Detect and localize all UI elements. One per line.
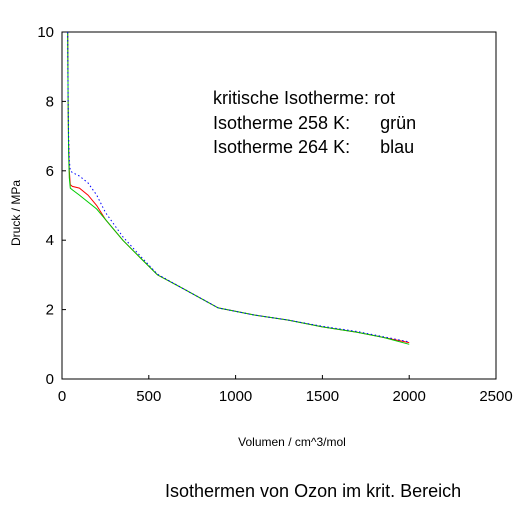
x-tick-label: 1000 <box>219 388 252 405</box>
y-tick-label: 6 <box>46 163 54 180</box>
series-line-264k-blue <box>67 31 410 343</box>
x-tick-label: 0 <box>58 388 66 405</box>
y-tick-label: 0 <box>46 371 54 388</box>
series-layer <box>67 31 410 345</box>
legend-line-264k: Isotherme 264 K: blau <box>213 137 415 157</box>
y-tick-label: 10 <box>37 24 54 41</box>
legend-line-critical: kritische Isotherme: rot <box>213 88 396 108</box>
x-tick-label: 500 <box>136 388 161 405</box>
x-tick-label: 1500 <box>306 388 339 405</box>
tick-layer: 0 500 1000 1500 2000 2500 0 2 4 6 8 10 <box>37 24 512 405</box>
figure-title: Isothermen von Ozon im krit. Bereich <box>165 481 462 501</box>
y-axis-title: Druck / MPa <box>9 180 23 246</box>
legend-line-258k: Isotherme 258 K: grün <box>213 112 417 133</box>
x-tick-label: 2500 <box>479 388 512 405</box>
legend-annotation: kritische Isotherme: rot Isotherme 258 K… <box>213 86 416 160</box>
y-tick-label: 2 <box>46 302 54 319</box>
y-tick-label: 8 <box>46 93 54 110</box>
x-axis-title: Volumen / cm^3/mol <box>238 435 346 449</box>
x-tick-label: 2000 <box>393 388 426 405</box>
y-tick-label: 4 <box>46 232 54 249</box>
plot-frame <box>61 31 497 380</box>
series-line-258k-green <box>67 31 410 345</box>
